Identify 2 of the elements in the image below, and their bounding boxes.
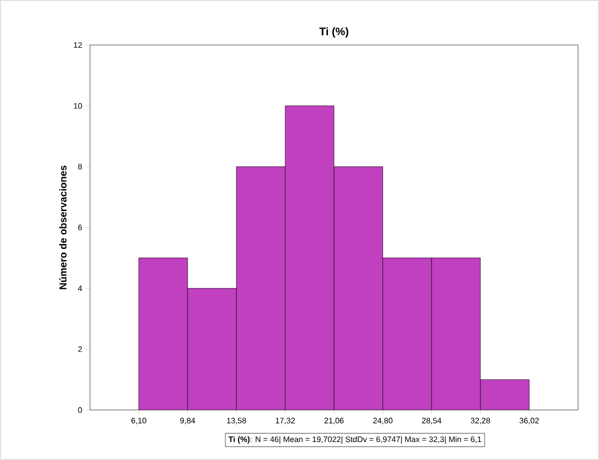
y-axis-title: Número de observaciones [59,166,67,290]
chart-title: Ti (%) [319,27,348,38]
